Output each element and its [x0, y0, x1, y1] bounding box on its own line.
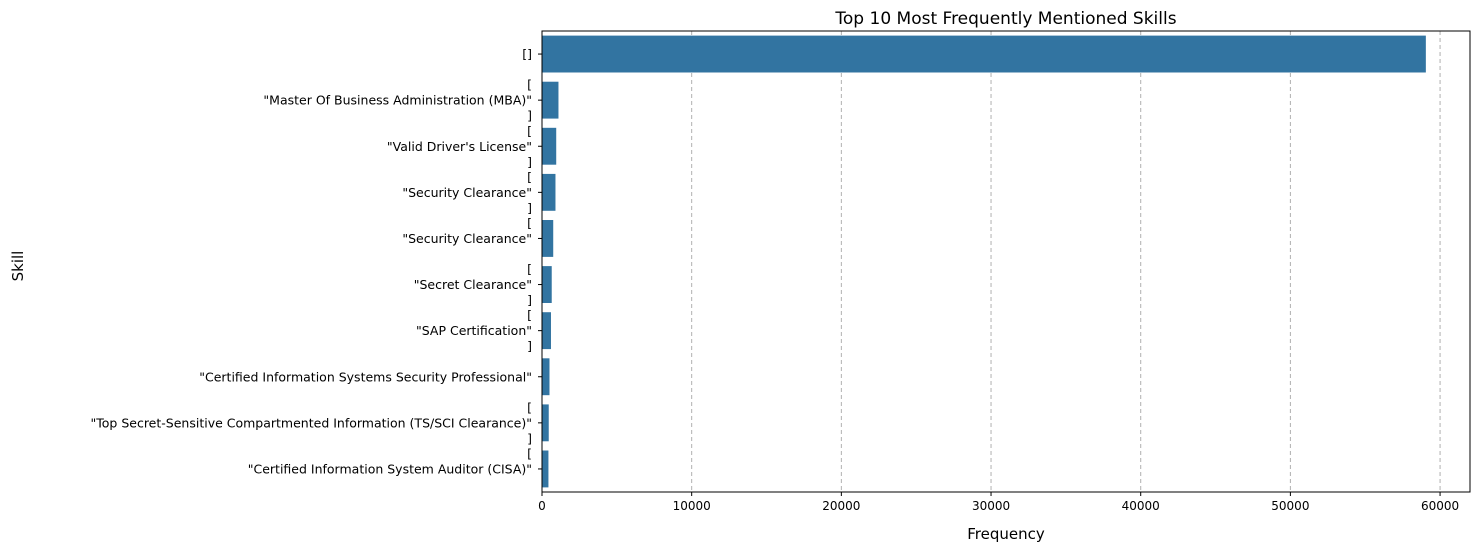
- y-axis-labels: []["Master Of Business Administration (M…: [91, 47, 542, 476]
- bar: [542, 266, 552, 303]
- x-tick-label: 50000: [1271, 499, 1309, 513]
- x-axis-title: Frequency: [967, 525, 1045, 543]
- y-tick-label: "Certified Information Systems Security …: [199, 369, 532, 384]
- bar: [542, 81, 559, 119]
- bar: [542, 35, 1426, 73]
- y-tick-label: ]: [527, 200, 532, 215]
- x-tick-label: 20000: [822, 499, 860, 513]
- x-tick-label: 60000: [1421, 499, 1459, 513]
- y-tick-label: "SAP Certification": [416, 323, 532, 338]
- y-tick-label: ]: [527, 108, 532, 123]
- bar: [542, 173, 556, 211]
- bar: [542, 404, 549, 442]
- x-axis-ticks: 0 10000 20000 30000 40000 50000 60000: [538, 492, 1459, 513]
- y-tick-label: "Top Secret-Sensitive Compartmented Info…: [91, 415, 533, 430]
- x-tick-label: 30000: [972, 499, 1010, 513]
- y-axis-title: Skill: [9, 251, 27, 282]
- x-tick-label: 0: [538, 499, 546, 513]
- bar: [542, 312, 551, 350]
- y-tick-label: "Security Clearance": [402, 185, 532, 200]
- bars: [542, 35, 1426, 488]
- bar: [542, 127, 557, 165]
- y-tick-label: [: [527, 400, 532, 415]
- bar: [542, 358, 550, 396]
- y-tick-label: [: [527, 77, 532, 92]
- x-tick-label: 10000: [673, 499, 711, 513]
- y-tick-label: ]: [527, 431, 532, 446]
- y-tick-label: [: [527, 169, 532, 184]
- y-tick-label: ]: [527, 339, 532, 354]
- y-tick-label: ]: [527, 293, 532, 308]
- bar: [542, 450, 549, 488]
- y-tick-label: "Valid Driver's License": [387, 139, 532, 154]
- y-tick-label: ]: [527, 154, 532, 169]
- gridlines: [691, 31, 1441, 492]
- y-tick-label: "Secret Clearance": [414, 277, 532, 292]
- y-tick-label: []: [522, 47, 532, 62]
- x-tick-label: 40000: [1122, 499, 1160, 513]
- y-tick-label: [: [527, 123, 532, 138]
- y-tick-label: [: [527, 262, 532, 277]
- chart-title: Top 10 Most Frequently Mentioned Skills: [834, 9, 1176, 29]
- y-tick-label: [: [527, 308, 532, 323]
- plot-frame: [541, 30, 1471, 493]
- bar: [542, 220, 554, 257]
- y-tick-label: "Certified Information System Auditor (C…: [248, 461, 532, 476]
- y-tick-label: "Master Of Business Administration (MBA)…: [263, 93, 532, 108]
- y-tick-label: [: [527, 215, 532, 230]
- y-tick-label: [: [527, 446, 532, 461]
- y-tick-label: "Security Clearance": [402, 231, 532, 246]
